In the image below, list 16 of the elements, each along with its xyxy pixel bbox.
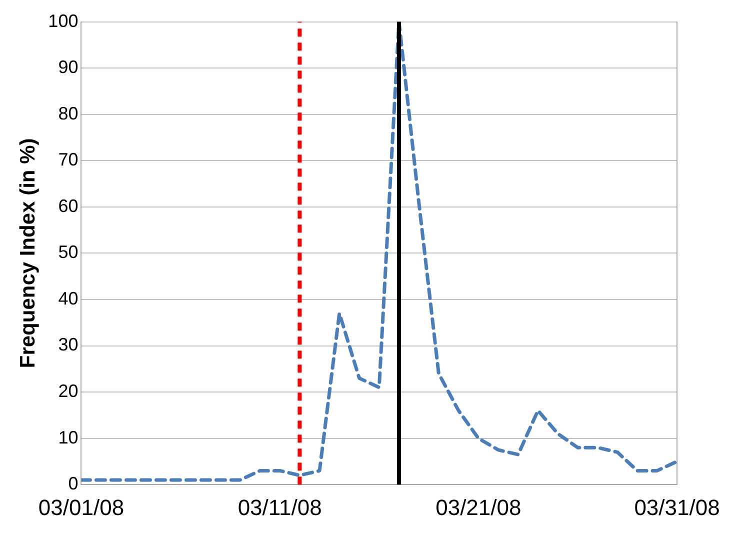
y-tick-label: 30 xyxy=(58,334,78,355)
y-tick-label: 90 xyxy=(58,57,78,78)
y-tick-label: 10 xyxy=(58,427,78,448)
x-tick-label: 03/11/08 xyxy=(238,494,322,520)
x-tick-label: 03/01/08 xyxy=(38,494,124,520)
y-tick-label: 100 xyxy=(48,10,78,31)
y-tick-label: 20 xyxy=(58,381,78,402)
y-tick-label: 0 xyxy=(68,474,78,494)
y-tick-label: 50 xyxy=(58,242,78,262)
x-tick-label: 03/21/08 xyxy=(436,494,522,520)
y-axis-title: Frequency Index (in %) xyxy=(16,138,40,368)
y-tick-label: 40 xyxy=(58,288,78,308)
y-tick-label: 60 xyxy=(58,196,78,216)
y-tick-label: 70 xyxy=(58,150,78,170)
y-tick-label: 80 xyxy=(58,103,78,124)
x-tick-label: 03/31/08 xyxy=(634,494,720,520)
